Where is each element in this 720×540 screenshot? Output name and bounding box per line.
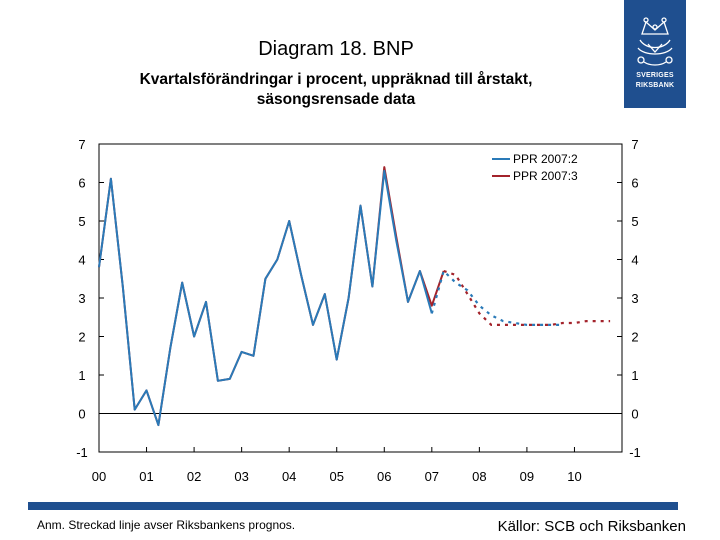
x-tick-label: 01 — [139, 469, 153, 484]
footnote: Anm. Streckad linje avser Riksbankens pr… — [37, 518, 296, 532]
x-tick-label: 09 — [520, 469, 534, 484]
legend: PPR 2007:2 PPR 2007:3 — [492, 152, 578, 183]
y-tick-label-left: -1 — [76, 445, 88, 460]
logo-text-line1: SVERIGES — [636, 72, 674, 79]
subtitle-line-1: Kvartalsförändringar i procent, uppräkna… — [139, 71, 533, 88]
x-tick-label: 05 — [329, 469, 343, 484]
series-line-ppr-2007-2-outcome — [98, 169, 433, 427]
subtitle-line-2: säsongsrensade data — [256, 91, 416, 108]
crown-emblem-icon — [637, 17, 673, 66]
x-tick-label: 02 — [187, 469, 201, 484]
y-tick-label-left: 6 — [78, 176, 85, 191]
chart-subtitle: Kvartalsförändringar i procent, uppräkna… — [60, 70, 612, 110]
series — [98, 166, 611, 427]
x-tick-label: 00 — [92, 469, 106, 484]
x-tick-label: 08 — [472, 469, 486, 484]
logo-text-line2: RIKSBANK — [635, 82, 675, 89]
y-tick-label-right: 3 — [631, 291, 638, 306]
y-tick-label-right: 2 — [631, 330, 638, 345]
series-line-ppr-2007-3-forecast — [443, 269, 611, 326]
x-tick-label: 03 — [234, 469, 248, 484]
y-tick-label-left: 4 — [78, 253, 85, 268]
y-tick-label-left: 2 — [78, 330, 85, 345]
y-tick-label-right: 7 — [631, 137, 638, 152]
x-tick-label: 04 — [282, 469, 296, 484]
y-tick-label-right: 1 — [631, 368, 638, 383]
gdp-line-chart: -1 -10 01 12 23 34 45 56 67 700 01 02 03 04 05 06 07 08 09… — [76, 137, 641, 484]
axes: -1 -10 01 12 23 34 45 56 67 700 01 02 03 04 05 06 07 08 09… — [76, 137, 641, 484]
chart-title: Diagram 18. BNP — [258, 38, 414, 60]
y-tick-label-left: 1 — [78, 368, 85, 383]
y-tick-label-left: 0 — [78, 407, 85, 422]
series-line-ppr-2007-2-forecast — [430, 268, 563, 326]
y-tick-label-left: 3 — [78, 291, 85, 306]
x-tick-label: 10 — [567, 469, 581, 484]
x-tick-label: 06 — [377, 469, 391, 484]
plot-frame — [98, 143, 623, 453]
x-tick-label: 07 — [425, 469, 439, 484]
y-tick-label-left: 5 — [78, 214, 85, 229]
riksbank-logo: SVERIGES RIKSBANK — [624, 0, 686, 108]
y-tick-label-right: -1 — [629, 445, 641, 460]
y-tick-label-right: 5 — [631, 214, 638, 229]
source-label: Källor: SCB och Riksbanken — [497, 518, 686, 535]
series-line-ppr-2007-3-outcome — [98, 166, 445, 427]
y-tick-label-right: 6 — [631, 176, 638, 191]
y-tick-label-left: 7 — [78, 137, 85, 152]
legend-label: PPR 2007:2 — [513, 152, 578, 166]
y-tick-label-right: 4 — [631, 253, 638, 268]
footer-rule — [28, 502, 678, 510]
y-tick-label-right: 0 — [631, 407, 638, 422]
legend-label: PPR 2007:3 — [513, 169, 578, 183]
